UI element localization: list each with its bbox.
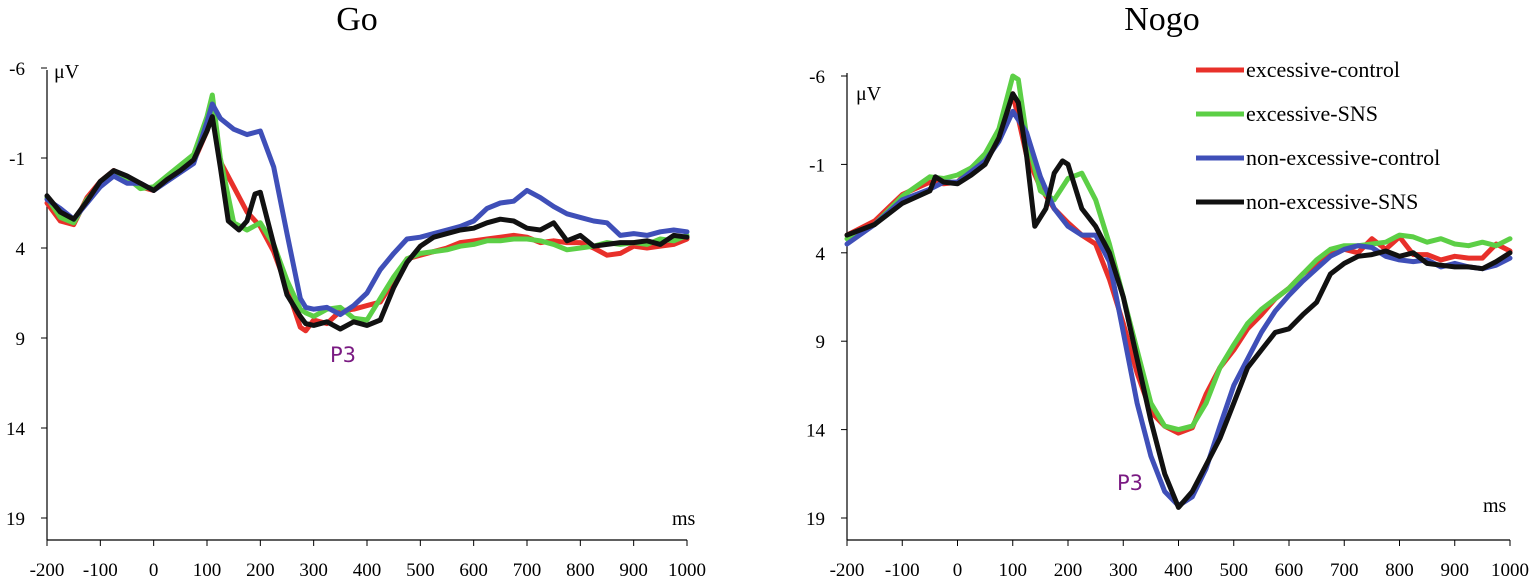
go-x-tick-label: 1000 [668,560,706,581]
nogo-x-axis-label: ms [1483,495,1507,517]
nogo-x-tick-label: -100 [885,560,920,581]
go-chart-title: Go [336,1,378,38]
nogo-x-tick-label: 400 [1164,560,1193,581]
nogo-x-tick-label: 100 [999,560,1028,581]
nogo-x-tick-label: 700 [1330,560,1359,581]
go-x-axis: -200 -100 0 100 200 300 400 500 600 700 800 900 1000… [30,508,706,581]
go-y-axis-label: μV [54,61,80,83]
go-x-tick-label: 0 [149,560,159,581]
nogo-x-tick-label: 800 [1385,560,1414,581]
go-y-axis: -6 -1 4 9 14 19 μV [6,59,80,540]
go-x-tick-label: 200 [246,560,275,581]
nogo-series-excessive-sns [844,73,1513,433]
go-x-axis-label: ms [672,508,696,530]
go-x-tick-label: 500 [406,560,435,581]
nogo-p3-annotation: P3 [1117,471,1143,495]
go-y-tick-label: 9 [16,329,26,350]
legend-label-excessive-sns: excessive-SNS [1246,101,1378,126]
nogo-legend: excessive-control excessive-SNS non-excess… [1196,57,1440,214]
nogo-y-tick-label: 4 [816,244,826,265]
go-series-non-excessive-control [44,101,690,318]
go-y-ticks: -6 -1 4 9 14 19 [6,59,47,530]
legend-label-non-excessive-control: non-excessive-control [1246,145,1440,170]
go-p3-annotation: P3 [330,343,356,367]
nogo-y-tick-label: 19 [806,509,825,530]
nogo-x-tick-label: 300 [1109,560,1138,581]
go-chart: Go -200 -100 0 100 200 300 400 500 600 700 800 900 1… [6,1,706,581]
nogo-y-tick-label: 14 [806,421,826,442]
nogo-chart-title: Nogo [1124,1,1200,38]
nogo-series-non-excessive-control [844,108,1513,509]
nogo-y-ticks: -6 -1 4 9 14 19 [806,67,847,530]
go-x-tick-label: 300 [299,560,328,581]
nogo-y-axis: -6 -1 4 9 14 19 μV [806,67,882,540]
go-x-tick-label: 600 [459,560,488,581]
nogo-x-ticks: -200 -100 0 100 200 300 400 500 600 700 800 900 1000 [830,540,1529,581]
go-x-tick-label: 400 [353,560,382,581]
go-y-tick-label: -1 [9,149,25,170]
nogo-series [844,73,1513,510]
go-series [44,92,690,334]
go-x-tick-label: 800 [566,560,595,581]
nogo-x-tick-label: -200 [830,560,865,581]
go-y-tick-label: 14 [6,419,26,440]
go-x-tick-label: -100 [83,560,118,581]
nogo-x-tick-label: 500 [1220,560,1249,581]
go-y-tick-label: 19 [6,509,25,530]
nogo-x-tick-label: 1000 [1491,560,1529,581]
go-y-tick-label: 4 [16,239,26,260]
nogo-x-tick-label: 0 [953,560,963,581]
nogo-chart: Nogo -200 -100 0 100 200 300 400 500 600 700 800 90… [806,1,1529,581]
nogo-y-tick-label: -6 [809,67,825,88]
go-y-tick-label: -6 [9,59,25,80]
nogo-series-non-excessive-sns [844,91,1513,510]
go-series-excessive-sns [44,92,690,323]
nogo-x-axis: -200 -100 0 100 200 300 400 500 600 700 800 900 1000… [830,495,1529,581]
go-x-tick-label: 100 [193,560,222,581]
go-series-non-excessive-sns [44,114,690,332]
legend-label-non-excessive-sns: non-excessive-SNS [1246,189,1418,214]
legend-label-excessive-control: excessive-control [1246,57,1400,82]
go-x-tick-label: -200 [30,560,65,581]
go-x-tick-label: 900 [619,560,648,581]
nogo-y-tick-label: 9 [816,332,826,353]
nogo-y-axis-label: μV [856,83,882,105]
go-x-tick-label: 700 [513,560,542,581]
nogo-y-tick-label: -1 [809,155,825,176]
nogo-x-tick-label: 600 [1275,560,1304,581]
go-x-ticks: -200 -100 0 100 200 300 400 500 600 700 800 900 1000 [30,540,706,581]
nogo-x-tick-label: 200 [1054,560,1083,581]
nogo-x-tick-label: 900 [1441,560,1470,581]
